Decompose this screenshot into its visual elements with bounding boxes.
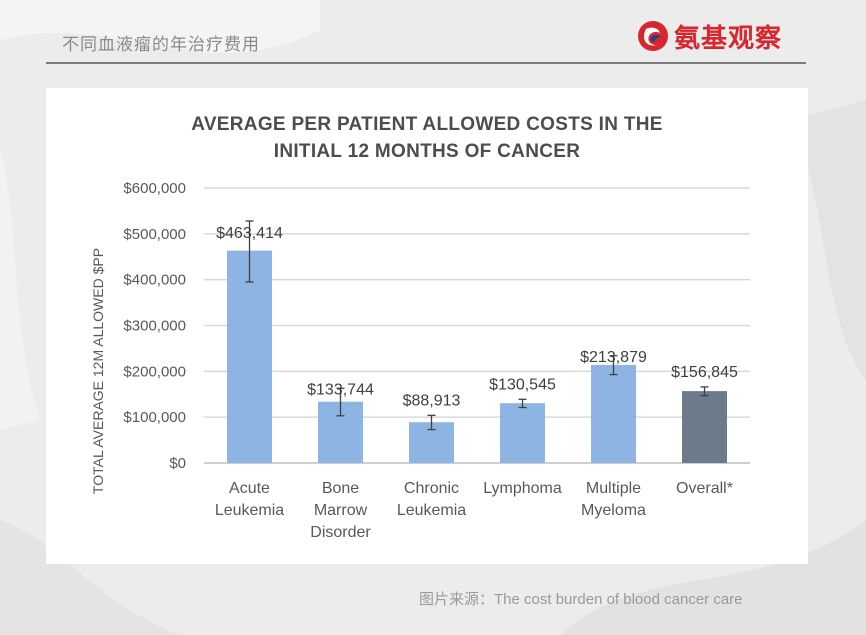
data-label: $130,545 bbox=[489, 376, 556, 393]
y-tick-label: $400,000 bbox=[123, 272, 186, 289]
data-label: $156,845 bbox=[671, 364, 738, 381]
brand-logo-group: 氨基观察 bbox=[637, 18, 782, 54]
y-tick-label: $100,000 bbox=[123, 409, 186, 426]
x-axis-categories: Acute Leukemia Bone Marrow Disorder Chronic Le… bbox=[215, 480, 733, 541]
x-category-label: Chronic Leukemia bbox=[397, 480, 466, 519]
y-tick-label: $200,000 bbox=[123, 363, 186, 380]
y-tick-label: $500,000 bbox=[123, 226, 186, 243]
error-bar bbox=[245, 220, 254, 283]
bar bbox=[682, 391, 727, 463]
data-label: $463,414 bbox=[216, 225, 283, 242]
y-tick-label: $0 bbox=[169, 455, 186, 472]
error-bar bbox=[700, 386, 709, 397]
chart-title-line-2: INITIAL 12 MONTHS OF CANCER bbox=[273, 141, 581, 162]
chart-card: AVERAGE PER PATIENT ALLOWED COSTS IN THE… bbox=[46, 88, 808, 564]
brand-name: 氨基观察 bbox=[674, 23, 783, 54]
brand-logo-icon bbox=[638, 21, 668, 51]
bar-chart: $0 $100,000 $200,000 $300,000 $400,000 $500,0… bbox=[90, 180, 750, 541]
error-bars bbox=[245, 220, 709, 431]
chart-title-line-1: AVERAGE PER PATIENT ALLOWED COSTS IN THE bbox=[191, 114, 663, 135]
error-bar bbox=[336, 387, 345, 417]
x-category-label: Lymphoma bbox=[483, 480, 562, 497]
data-label: $133,744 bbox=[307, 381, 374, 398]
error-bar bbox=[609, 355, 618, 376]
x-category-label: Bone Marrow Disorder bbox=[310, 480, 371, 541]
x-category-label: Overall* bbox=[676, 480, 733, 497]
y-axis-ticks: $0 $100,000 $200,000 $300,000 $400,000 $500,0… bbox=[123, 180, 186, 472]
y-axis-label: TOTAL AVERAGE 12M ALLOWED $PP bbox=[90, 248, 106, 494]
bar bbox=[591, 364, 636, 463]
bars bbox=[227, 250, 727, 463]
data-label: $88,913 bbox=[403, 392, 461, 409]
data-label: $213,879 bbox=[580, 349, 647, 366]
error-bar bbox=[518, 398, 527, 409]
x-category-label: Acute Leukemia bbox=[215, 480, 284, 519]
header-divider bbox=[46, 62, 806, 64]
image-source-caption: 图片来源：The cost burden of blood cancer car… bbox=[419, 588, 743, 609]
bar bbox=[227, 250, 272, 463]
data-labels: $463,414 $133,744 $88,913 $130,545 $213,879 $… bbox=[216, 225, 738, 409]
y-tick-label: $300,000 bbox=[123, 318, 186, 335]
gridlines bbox=[204, 187, 750, 464]
source-text: The cost burden of blood cancer care bbox=[494, 591, 743, 608]
x-category-label: Multiple Myeloma bbox=[581, 480, 646, 519]
y-tick-label: $600,000 bbox=[123, 180, 186, 197]
error-bar bbox=[427, 414, 436, 431]
bar bbox=[500, 403, 545, 463]
source-prefix: 图片来源： bbox=[419, 590, 495, 608]
page-header-title: 不同血液瘤的年治疗费用 bbox=[62, 35, 260, 55]
